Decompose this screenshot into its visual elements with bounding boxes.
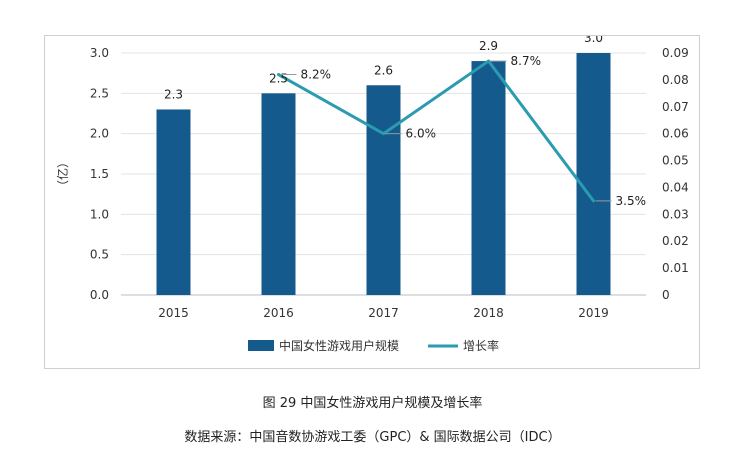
growth-rate-label: 8.2% bbox=[301, 68, 332, 82]
y2-tick-label: 0.04 bbox=[662, 180, 689, 194]
chart: 2.3 2.5 2.6 2.9 3.0 8.2% 6.0% 8.7% 3.5% 0.0 0.5 1.… bbox=[55, 36, 689, 353]
bar bbox=[156, 109, 191, 295]
bars bbox=[156, 53, 611, 295]
chart-frame: 2.3 2.5 2.6 2.9 3.0 8.2% 6.0% 8.7% 3.5% 0.0 0.5 1.… bbox=[44, 35, 700, 369]
y2-tick-label: 0 bbox=[662, 288, 670, 302]
y-tick-label: 1.0 bbox=[90, 207, 109, 221]
y2-tick-label: 0.03 bbox=[662, 207, 689, 221]
bar bbox=[366, 85, 401, 295]
figure-caption: 图 29 中国女性游戏用户规模及增长率 bbox=[262, 396, 483, 411]
y2-tick-label: 0.06 bbox=[662, 127, 689, 141]
growth-rate-point bbox=[487, 59, 490, 63]
x-tick-label: 2018 bbox=[473, 306, 504, 320]
y2-tick-label: 0.05 bbox=[662, 154, 689, 168]
data-source: 数据来源：中国音数协游戏工委（GPC）& 国际数据公司（IDC） bbox=[184, 430, 561, 445]
growth-rate-label: 6.0% bbox=[406, 127, 437, 141]
growth-rate-label: 3.5% bbox=[616, 194, 647, 208]
growth-rate-label: 8.7% bbox=[511, 54, 542, 68]
legend-bar-swatch bbox=[248, 340, 274, 351]
y-tick-label: 2.5 bbox=[90, 86, 109, 100]
data-labels: 2.3 2.5 2.6 2.9 3.0 8.2% 6.0% 8.7% 3.5% bbox=[164, 36, 646, 208]
legend-bar-label: 中国女性游戏用户规模 bbox=[279, 338, 399, 353]
y2-tick-label: 0.07 bbox=[662, 100, 689, 114]
x-tick-label: 2015 bbox=[158, 306, 189, 320]
x-tick-label: 2019 bbox=[578, 306, 609, 320]
legend: 中国女性游戏用户规模 增长率 bbox=[248, 338, 499, 353]
y-tick-label: 0.5 bbox=[90, 248, 109, 262]
bar-value-label: 2.6 bbox=[374, 63, 393, 77]
bar-value-label: 2.5 bbox=[269, 71, 288, 85]
growth-line bbox=[277, 59, 595, 203]
growth-rate-point bbox=[382, 132, 385, 136]
y2-tick-label: 0.01 bbox=[662, 261, 689, 275]
tick-labels: 0.0 0.5 1.0 1.5 2.0 2.5 3.0 0 0.01 0.02 0.03 0.04 0.… bbox=[90, 46, 689, 320]
y-tick-label: 1.5 bbox=[90, 167, 109, 181]
bar-value-label: 2.3 bbox=[164, 87, 183, 101]
bar-value-label: 2.9 bbox=[479, 39, 498, 53]
bar bbox=[471, 61, 506, 295]
y-tick-label: 0.0 bbox=[90, 288, 109, 302]
growth-rate-point bbox=[277, 73, 280, 77]
y-axis-title: （亿） bbox=[55, 156, 70, 192]
growth-rate-line bbox=[277, 59, 595, 202]
bar bbox=[576, 53, 611, 295]
y2-tick-label: 0.08 bbox=[662, 73, 689, 87]
y-tick-label: 2.0 bbox=[90, 127, 109, 141]
bar bbox=[261, 93, 296, 295]
y2-tick-label: 0.09 bbox=[662, 46, 689, 60]
y-tick-label: 3.0 bbox=[90, 46, 109, 60]
bar-value-label: 3.0 bbox=[584, 36, 603, 45]
growth-rate-point bbox=[592, 199, 595, 203]
legend-line-label: 增长率 bbox=[463, 338, 499, 353]
x-tick-label: 2016 bbox=[263, 306, 294, 320]
y2-tick-label: 0.02 bbox=[662, 234, 689, 248]
x-tick-label: 2017 bbox=[368, 306, 399, 320]
